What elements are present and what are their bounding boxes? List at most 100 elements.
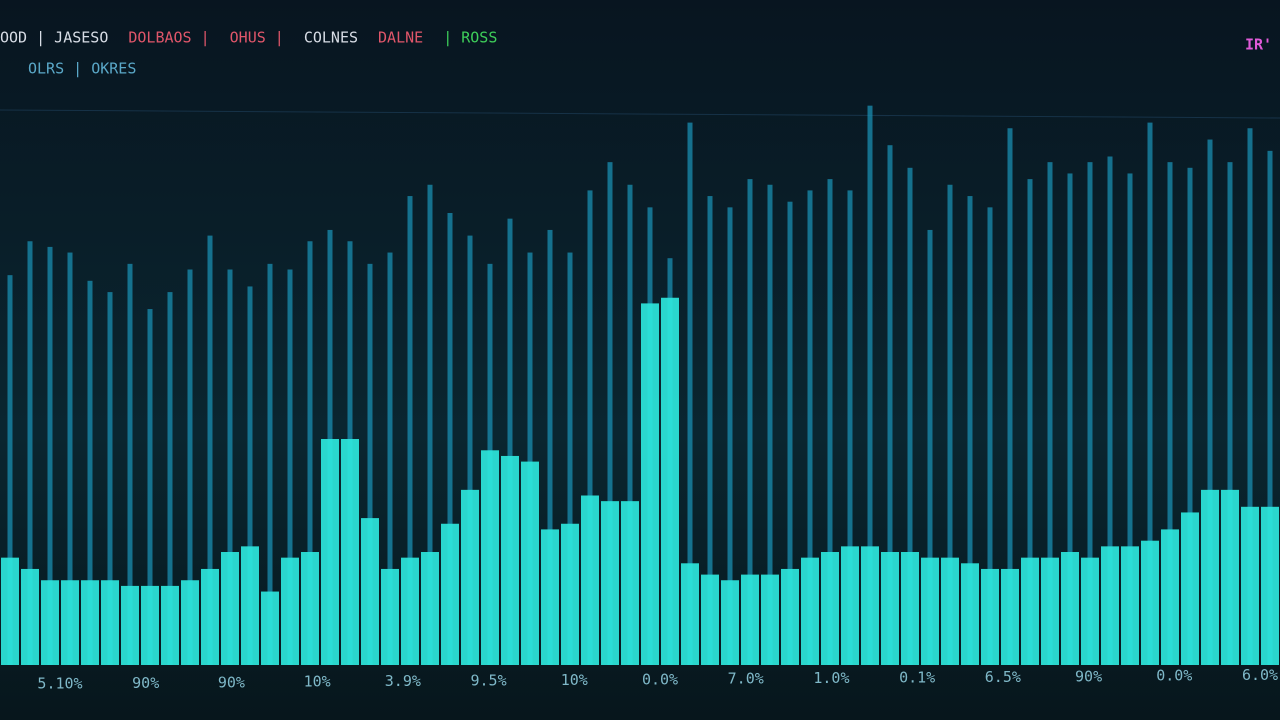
back-bar (1227, 162, 1233, 665)
front-bar (501, 455, 519, 665)
back-bar (1067, 173, 1073, 665)
back-bar (387, 252, 393, 666)
front-bar (1221, 489, 1239, 665)
back-bar (727, 207, 733, 665)
x-label: 0.0% (1156, 667, 1192, 685)
front-bar (141, 585, 159, 665)
x-label: 90% (1075, 667, 1102, 685)
x-label: 9.5% (471, 672, 507, 690)
front-bar (801, 557, 819, 665)
front-bar (1081, 557, 1099, 665)
header: OOD | JASESO DOLBAOS | OHUS | COLNES DALNE | … (0, 29, 497, 47)
front-bar (41, 580, 59, 665)
back-bar (27, 241, 33, 665)
x-label: 10% (561, 671, 588, 689)
back-bar (907, 167, 913, 666)
divider (0, 109, 1280, 119)
back-bar (507, 218, 513, 665)
back-bar (7, 275, 13, 665)
back-bar (587, 190, 593, 665)
back-bar (467, 235, 473, 665)
front-bar (621, 501, 639, 665)
front-bar (81, 580, 99, 665)
back-bar (687, 122, 693, 666)
header-item: | ROSS (443, 29, 497, 47)
back-bar (1207, 139, 1213, 666)
back-bar (967, 196, 973, 666)
front-bar (641, 303, 659, 665)
back-bar (787, 201, 793, 665)
front-bar (1201, 489, 1219, 665)
back-bar (87, 280, 93, 665)
back-bar (227, 269, 233, 665)
front-bar (701, 574, 719, 665)
front-bar (481, 450, 499, 665)
back-bar (1087, 162, 1093, 665)
back-bar (527, 252, 533, 666)
header-item: DALNE (378, 29, 423, 47)
front-bar (1141, 540, 1159, 665)
back-bar (407, 196, 413, 666)
subtitle: OLRS | OKRES (28, 60, 136, 78)
back-bar (447, 213, 453, 665)
front-bar (541, 529, 559, 665)
front-bar (981, 568, 999, 665)
front-bar (1121, 546, 1139, 665)
back-bar (307, 241, 313, 665)
back-bar (847, 190, 853, 665)
front-bar (721, 580, 739, 665)
front-bar (321, 439, 339, 665)
back-bar (127, 263, 133, 665)
front-bar (581, 495, 599, 665)
front-bar (961, 563, 979, 665)
back-bar (1167, 162, 1173, 665)
front-bar (561, 523, 579, 665)
front-bar (1241, 506, 1259, 665)
x-label: 0.0% (642, 670, 678, 688)
plot: 5.10% 90% 90% 10% 3.9% 9.5% 10% 0.0% 7.0% 1.0% 0.1… (1, 105, 1279, 693)
back-bar (567, 252, 573, 666)
back-bar (767, 184, 773, 665)
back-bar (187, 269, 193, 665)
back-bar (927, 229, 933, 665)
front-bar (201, 568, 219, 665)
front-bar (781, 568, 799, 665)
x-label: 6.5% (985, 668, 1021, 686)
back-bar (987, 207, 993, 665)
front-bar (181, 580, 199, 665)
back-bar (47, 246, 53, 665)
front-bar (441, 523, 459, 665)
badge: IR' (1245, 36, 1272, 54)
front-bar (941, 557, 959, 665)
back-bar (67, 252, 73, 666)
header-item: COLNES (304, 29, 358, 47)
front-bar (1021, 557, 1039, 665)
front-bar (161, 585, 179, 665)
front-bar (881, 552, 899, 665)
front-bar (681, 563, 699, 665)
front-bar (1001, 568, 1019, 665)
front-bar (921, 557, 939, 665)
back-bar (107, 292, 113, 665)
front-bar (1181, 512, 1199, 665)
front-bar (421, 552, 439, 665)
front-bar (61, 580, 79, 665)
back-bar (367, 263, 373, 665)
back-bar (547, 229, 553, 665)
back-bar (1147, 122, 1153, 666)
front-bar (741, 574, 759, 665)
back-bar (247, 286, 253, 665)
front-bar (21, 568, 39, 665)
back-bar (707, 196, 713, 666)
front-bar (1, 557, 19, 665)
back-bar (627, 184, 633, 665)
front-bar (841, 546, 859, 665)
back-bar (807, 190, 813, 665)
front-bar (661, 297, 679, 665)
x-label: 90% (132, 674, 159, 692)
header-item: DOLBAOS | (128, 29, 209, 47)
x-label: 5.10% (37, 675, 82, 693)
back-bar (207, 235, 213, 665)
back-bar (1047, 162, 1053, 665)
